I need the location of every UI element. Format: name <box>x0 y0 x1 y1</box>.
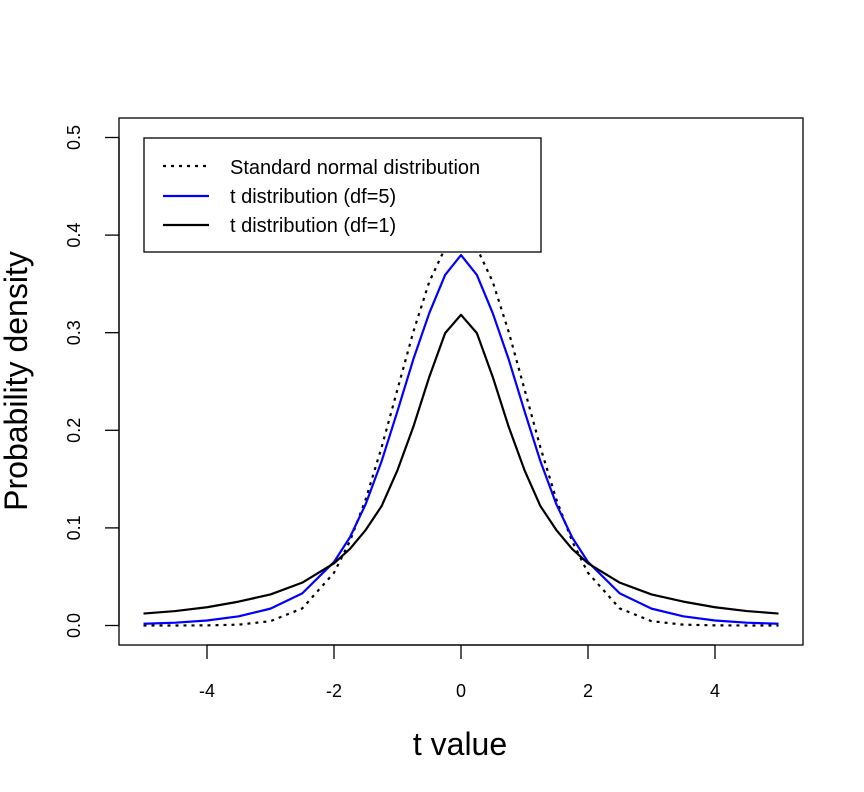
legend-label-t-df1: t distribution (df=1) <box>230 215 396 237</box>
series-line-normal <box>143 235 779 627</box>
x-tick-label: -4 <box>199 681 215 701</box>
legend-box <box>143 137 542 253</box>
legend-label-normal: Standard normal distribution <box>230 157 480 179</box>
x-tick-label: 4 <box>710 681 720 701</box>
y-tick-label: 0.0 <box>64 613 84 638</box>
y-axis-title: Probability density <box>0 251 34 511</box>
y-tick-label: 0.2 <box>64 418 84 443</box>
legend: Standard normal distribution t distribut… <box>143 137 542 253</box>
y-tick-label: 0.3 <box>64 320 84 345</box>
x-axis-title: t value <box>413 726 507 762</box>
y-axis: 0.0 0.1 0.2 0.3 0.4 0.5 <box>64 125 120 638</box>
series-line-t-df1 <box>143 313 779 615</box>
x-tick-label: 2 <box>583 681 593 701</box>
y-tick-label: 0.5 <box>64 125 84 150</box>
x-axis: -4 -2 0 2 4 <box>199 644 720 701</box>
x-tick-label: 0 <box>456 681 466 701</box>
x-tick-label: -2 <box>326 681 342 701</box>
curves-group <box>143 235 779 627</box>
series-line-t-df5 <box>143 253 779 625</box>
y-tick-label: 0.4 <box>64 223 84 248</box>
y-tick-label: 0.1 <box>64 515 84 540</box>
legend-label-t-df5: t distribution (df=5) <box>230 186 396 208</box>
